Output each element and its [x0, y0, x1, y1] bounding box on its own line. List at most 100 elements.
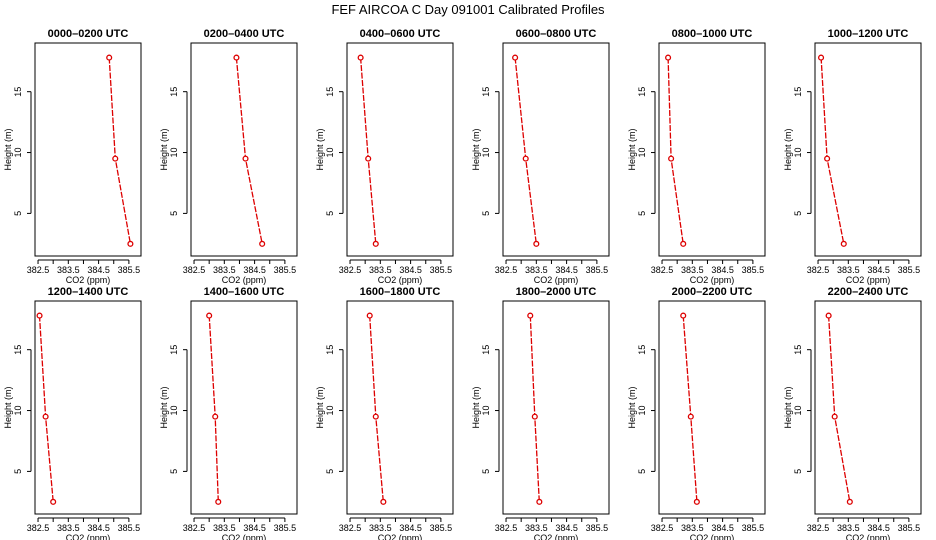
- y-tick-label: 10: [13, 148, 23, 158]
- y-tick-label: 5: [13, 469, 23, 474]
- x-tick-label: 382.5: [27, 523, 50, 533]
- x-axis: 382.5 383.5 384.5 385.5 CO2 (ppm): [495, 517, 609, 540]
- series-line: [369, 315, 384, 502]
- panel-5: 1000–1200 UTC 382.5 383.5 384.5 385.5 CO2 (pp…: [783, 28, 922, 285]
- x-tick-label: 383.5: [837, 265, 860, 275]
- x-tick-label: 383.5: [525, 523, 548, 533]
- panel-9: 1800–2000 UTC 382.5 383.5 384.5 385.5 CO2 (pp…: [471, 286, 610, 540]
- x-axis-label: CO2 (ppm): [378, 275, 423, 285]
- data-point: [112, 155, 119, 162]
- y-tick-label: 15: [325, 345, 335, 355]
- x-tick-label: 385.5: [274, 265, 297, 275]
- panel-title: 0000–0200 UTC: [48, 28, 129, 40]
- y-tick-label: 5: [793, 469, 803, 474]
- data-point: [840, 240, 847, 247]
- data-point: [365, 155, 372, 162]
- panel-title: 1000–1200 UTC: [828, 28, 909, 40]
- y-axis: 5 10 15 Height (m): [315, 345, 344, 474]
- plot-frame: [658, 300, 766, 515]
- data-point: [680, 240, 687, 247]
- y-axis-label: Height (m): [471, 386, 481, 428]
- data-point: [215, 498, 222, 505]
- y-tick-label: 10: [481, 148, 491, 158]
- panel-6: 1200–1400 UTC 382.5 383.5 384.5 385.5 CO2 (pp…: [3, 286, 142, 540]
- x-tick-label: 384.5: [243, 523, 266, 533]
- x-tick-label: 382.5: [495, 523, 518, 533]
- x-axis: 382.5 383.5 384.5 385.5 CO2 (ppm): [27, 259, 140, 285]
- data-point: [831, 413, 838, 420]
- x-tick-label: 385.5: [898, 265, 921, 275]
- x-axis: 382.5 383.5 384.5 385.5 CO2 (ppm): [651, 517, 764, 540]
- panel-10: 2000–2200 UTC 382.5 383.5 384.5 385.5 CO2 (pp…: [627, 286, 766, 540]
- y-tick-label: 10: [169, 406, 179, 416]
- data-point: [522, 155, 529, 162]
- plot-frame: [814, 42, 922, 257]
- series-line: [208, 315, 219, 502]
- y-tick-label: 10: [325, 148, 335, 158]
- x-tick-label: 384.5: [399, 265, 422, 275]
- panel-title: 0200–0400 UTC: [204, 28, 285, 40]
- x-tick-label: 384.5: [867, 523, 890, 533]
- y-axis-label: Height (m): [627, 128, 637, 170]
- series-line: [827, 315, 851, 502]
- series-line: [514, 57, 537, 244]
- data-point: [233, 54, 240, 61]
- data-point: [380, 498, 387, 505]
- y-axis-label: Height (m): [3, 386, 13, 428]
- y-tick-label: 5: [637, 211, 647, 216]
- data-point: [372, 240, 379, 247]
- y-tick-label: 10: [637, 406, 647, 416]
- plot-frame: [34, 42, 142, 257]
- x-tick-label: 382.5: [183, 265, 206, 275]
- data-point: [357, 54, 364, 61]
- x-tick-label: 385.5: [742, 265, 765, 275]
- y-axis: 5 10 15 Height (m): [471, 345, 500, 474]
- x-axis-label: CO2 (ppm): [534, 533, 579, 540]
- y-axis: 5 10 15 Height (m): [315, 87, 344, 216]
- plot-frame: [190, 300, 298, 515]
- series-line: [682, 315, 698, 502]
- x-tick-label: 383.5: [57, 523, 80, 533]
- x-tick-label: 385.5: [586, 523, 609, 533]
- panel-2: 0400–0600 UTC 382.5 383.5 384.5 385.5 CO2 (pp…: [315, 28, 454, 285]
- panel-1: 0200–0400 UTC 382.5 383.5 384.5 385.5 CO2 (pp…: [159, 28, 298, 285]
- data-point: [536, 498, 543, 505]
- y-tick-label: 5: [325, 211, 335, 216]
- data-point: [259, 240, 266, 247]
- data-point: [242, 155, 249, 162]
- y-axis: 5 10 15 Height (m): [471, 87, 500, 216]
- y-tick-label: 15: [13, 87, 23, 97]
- x-axis-label: CO2 (ppm): [222, 533, 267, 540]
- data-point: [372, 413, 379, 420]
- plot-frame: [502, 300, 610, 515]
- x-tick-label: 384.5: [87, 265, 110, 275]
- panel-8: 1600–1800 UTC 382.5 383.5 384.5 385.5 CO2 (pp…: [315, 286, 454, 540]
- x-tick-label: 382.5: [339, 523, 362, 533]
- x-axis: 382.5 383.5 384.5 385.5 CO2 (ppm): [495, 259, 608, 285]
- x-tick-label: 384.5: [555, 265, 578, 275]
- x-tick-label: 383.5: [837, 523, 860, 533]
- x-tick-label: 382.5: [27, 265, 50, 275]
- plot-frame: [190, 42, 298, 257]
- data-point: [665, 54, 672, 61]
- data-point: [366, 312, 373, 319]
- y-axis: 5 10 15 Height (m): [3, 345, 32, 474]
- data-point: [212, 413, 219, 420]
- data-point: [668, 155, 675, 162]
- x-axis-label: CO2 (ppm): [690, 533, 735, 540]
- x-axis-label: CO2 (ppm): [846, 275, 891, 285]
- plot-frame: [346, 42, 454, 257]
- x-tick-label: 383.5: [681, 523, 704, 533]
- data-point: [824, 155, 831, 162]
- series-line: [667, 57, 684, 244]
- y-tick-label: 5: [481, 211, 491, 216]
- y-tick-label: 10: [481, 406, 491, 416]
- y-tick-label: 15: [481, 345, 491, 355]
- data-point: [106, 54, 113, 61]
- y-tick-label: 15: [793, 87, 803, 97]
- data-point: [825, 312, 832, 319]
- y-tick-label: 15: [169, 345, 179, 355]
- y-tick-label: 15: [793, 345, 803, 355]
- series-line: [359, 57, 377, 244]
- x-axis: 382.5 383.5 384.5 385.5 CO2 (ppm): [183, 517, 296, 540]
